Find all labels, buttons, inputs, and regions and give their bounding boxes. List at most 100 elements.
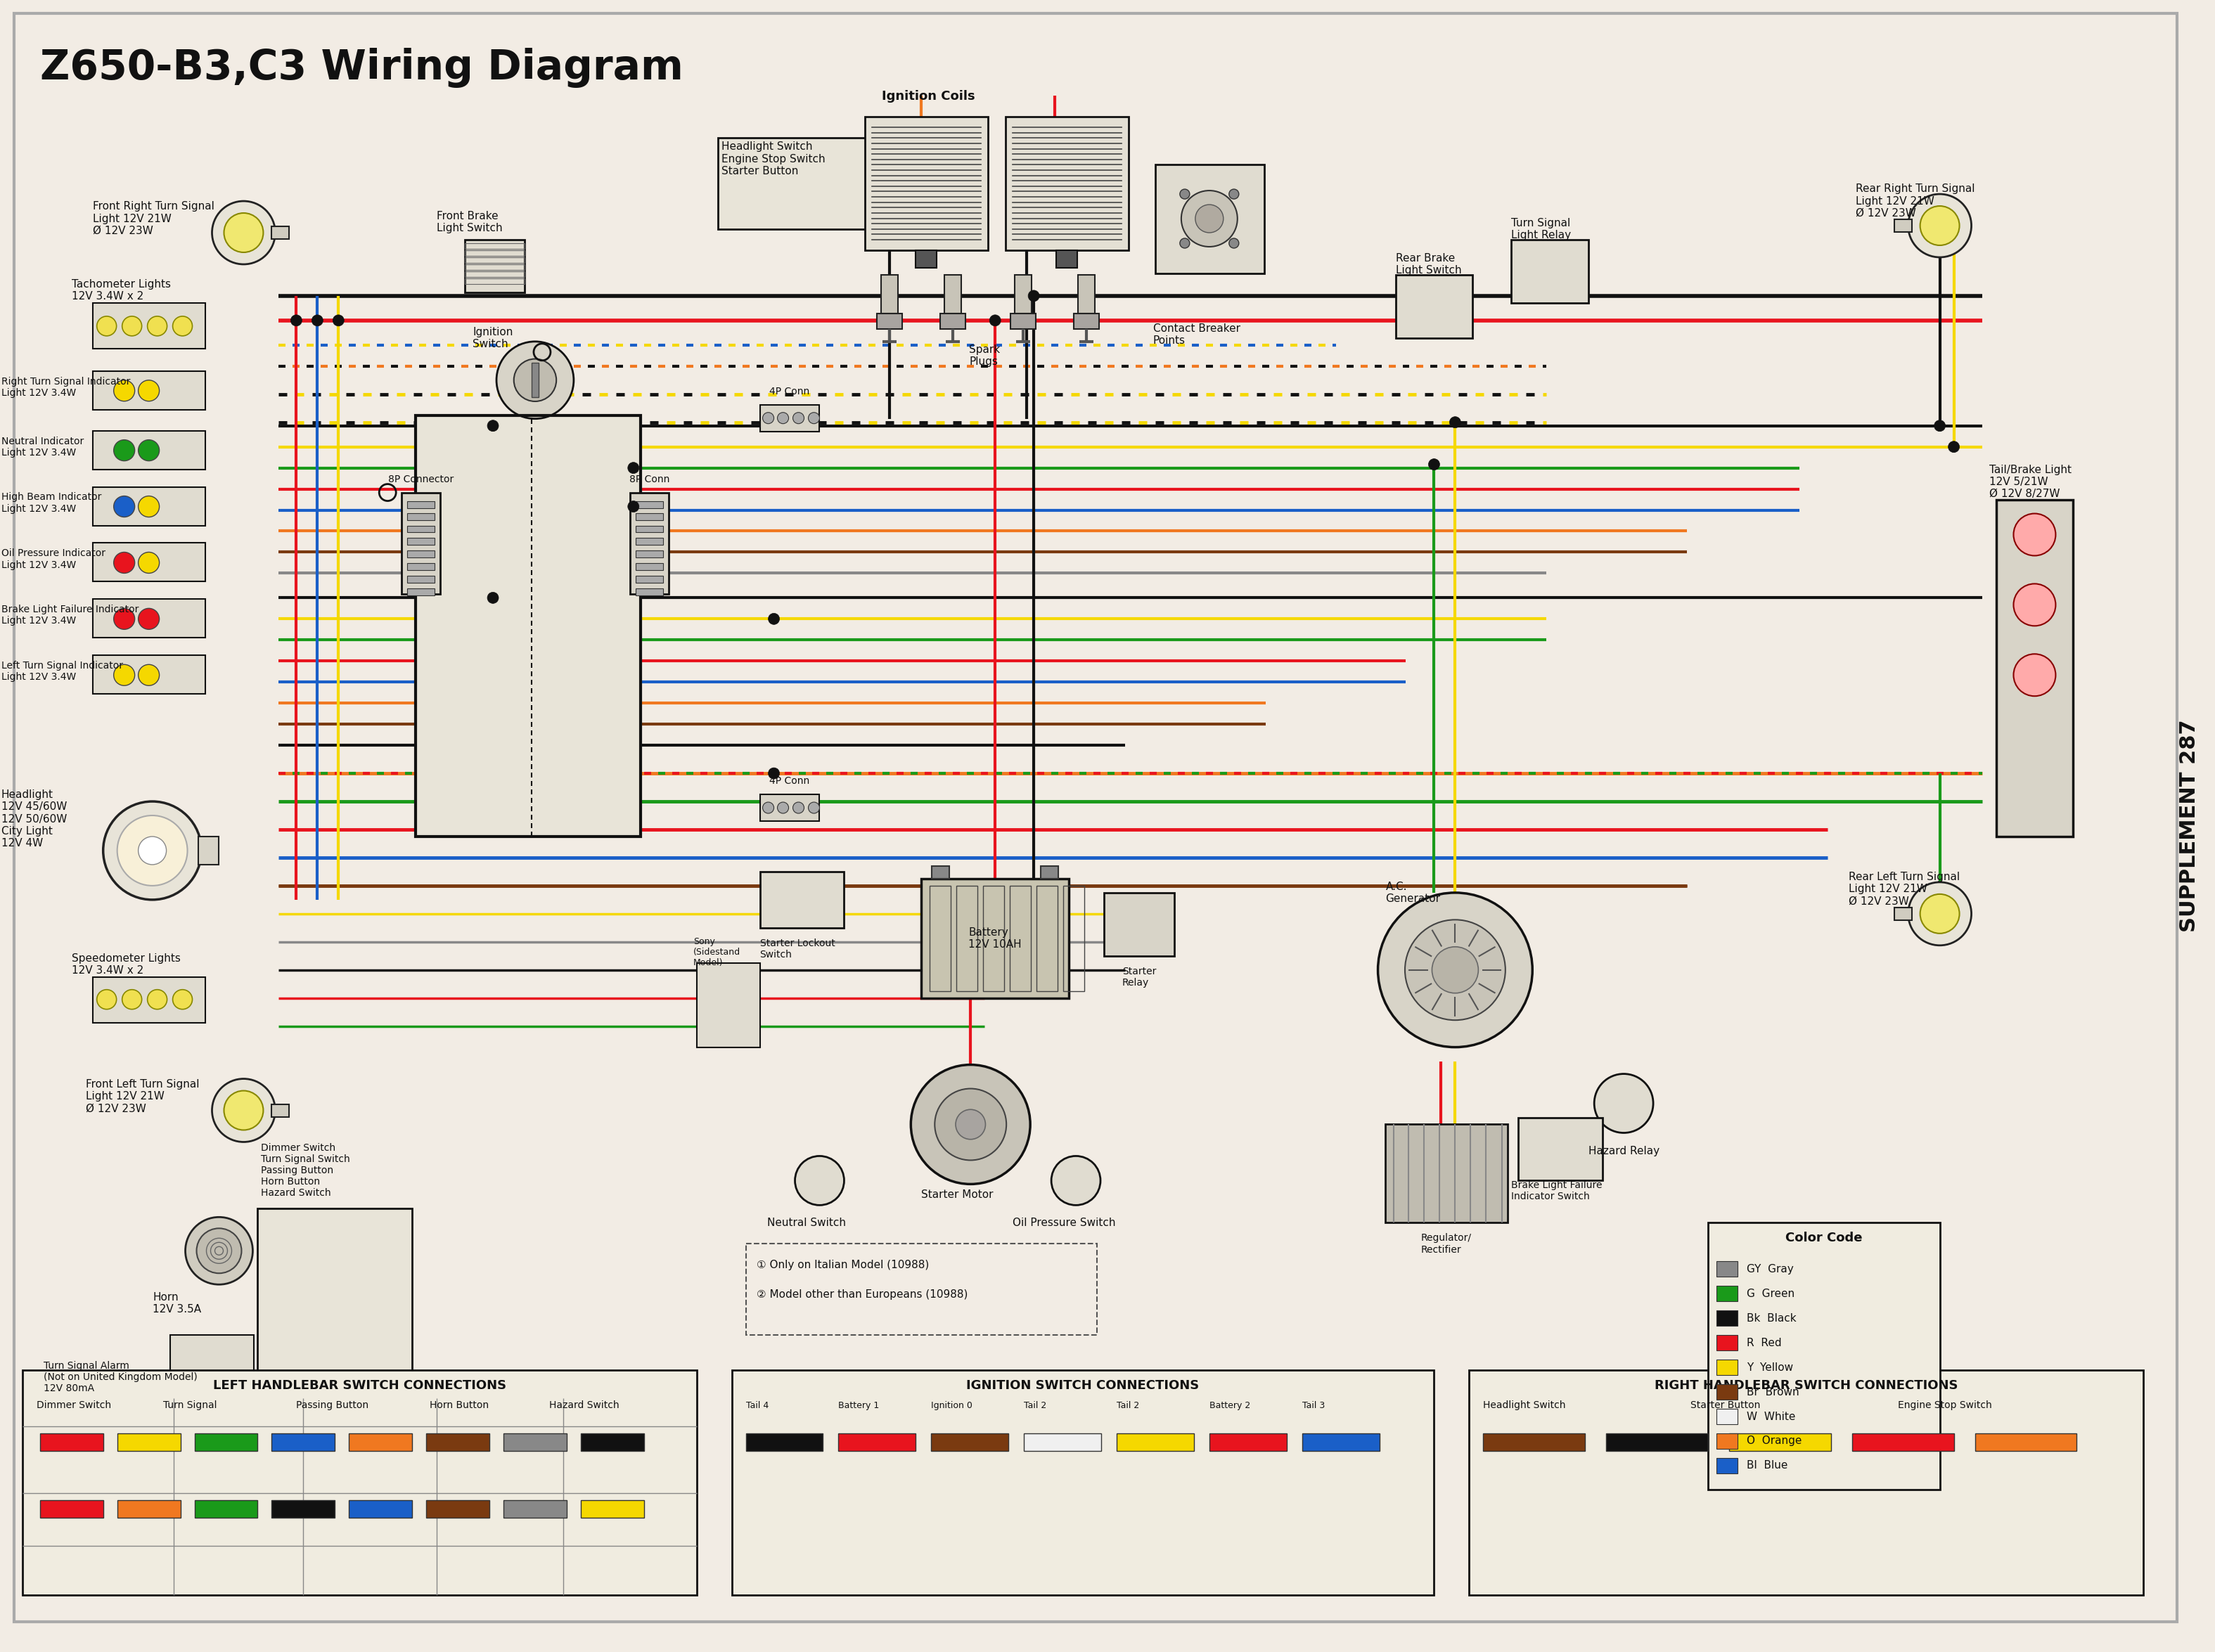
Circle shape xyxy=(1920,206,1960,246)
Circle shape xyxy=(1052,1156,1101,1206)
Circle shape xyxy=(777,413,789,423)
Bar xyxy=(941,314,966,329)
Bar xyxy=(930,1434,1008,1450)
Text: Oil Pressure Switch: Oil Pressure Switch xyxy=(1012,1218,1116,1227)
Bar xyxy=(408,550,434,558)
Bar xyxy=(746,1244,1096,1335)
Circle shape xyxy=(97,990,117,1009)
Circle shape xyxy=(1229,238,1238,248)
Text: G  Green: G Green xyxy=(1748,1289,1794,1298)
Circle shape xyxy=(627,463,640,474)
Text: Tail 3: Tail 3 xyxy=(1302,1401,1325,1409)
Text: Brake Light Failure Indicator
Light 12V 3.4W: Brake Light Failure Indicator Light 12V … xyxy=(2,605,140,626)
Bar xyxy=(580,1500,645,1518)
Bar xyxy=(629,492,669,595)
Bar xyxy=(1894,907,1912,920)
Bar xyxy=(408,577,434,583)
Bar xyxy=(195,1500,257,1518)
Bar xyxy=(1730,1434,1832,1450)
Circle shape xyxy=(1907,882,1971,945)
Text: SUPPLEMENT 287: SUPPLEMENT 287 xyxy=(2180,720,2199,932)
Text: Battery
12V 10AH: Battery 12V 10AH xyxy=(968,927,1021,950)
Bar xyxy=(636,577,662,583)
Bar xyxy=(408,501,434,507)
Bar xyxy=(915,249,937,268)
Bar xyxy=(1717,1360,1737,1374)
Text: Spark
Plugs: Spark Plugs xyxy=(970,344,1001,367)
Text: RIGHT HANDLEBAR SWITCH CONNECTIONS: RIGHT HANDLEBAR SWITCH CONNECTIONS xyxy=(1655,1379,1958,1393)
Text: 4P Conn: 4P Conn xyxy=(769,387,811,396)
Bar xyxy=(636,525,662,532)
Text: Turn Signal: Turn Signal xyxy=(164,1401,217,1411)
Text: Bk  Black: Bk Black xyxy=(1748,1313,1796,1323)
Bar xyxy=(1023,1434,1101,1450)
Text: Tail 2: Tail 2 xyxy=(1023,1401,1048,1409)
Bar xyxy=(636,512,662,520)
Circle shape xyxy=(137,439,159,461)
Circle shape xyxy=(224,1090,264,1130)
Circle shape xyxy=(137,836,166,864)
Circle shape xyxy=(2013,654,2056,695)
Text: ② Model other than Europeans (10988): ② Model other than Europeans (10988) xyxy=(755,1289,968,1300)
Circle shape xyxy=(793,413,804,423)
Circle shape xyxy=(1907,193,1971,258)
Circle shape xyxy=(113,552,135,573)
Circle shape xyxy=(1949,441,1960,453)
Circle shape xyxy=(137,496,159,517)
Circle shape xyxy=(487,591,498,603)
Bar xyxy=(93,302,206,349)
Text: Headlight Switch: Headlight Switch xyxy=(1484,1401,1566,1411)
Bar xyxy=(272,1434,334,1450)
Text: GY  Gray: GY Gray xyxy=(1748,1264,1794,1274)
Bar xyxy=(1014,274,1032,314)
Bar xyxy=(1010,314,1037,329)
Circle shape xyxy=(332,316,343,325)
Text: Dimmer Switch
Turn Signal Switch
Passing Button
Horn Button
Hazard Switch: Dimmer Switch Turn Signal Switch Passing… xyxy=(261,1143,350,1198)
Bar xyxy=(1976,1434,2078,1450)
Text: 8P Conn: 8P Conn xyxy=(629,474,669,484)
Circle shape xyxy=(1449,416,1460,428)
Circle shape xyxy=(148,316,166,335)
Text: Hazard Switch: Hazard Switch xyxy=(549,1401,620,1411)
Text: Neutral Indicator
Light 12V 3.4W: Neutral Indicator Light 12V 3.4W xyxy=(2,436,84,458)
Bar xyxy=(93,544,206,582)
Circle shape xyxy=(1181,188,1189,198)
Bar xyxy=(1302,1434,1380,1450)
Bar xyxy=(171,1335,255,1398)
Text: Turn Signal
Light Relay: Turn Signal Light Relay xyxy=(1511,218,1570,241)
Bar xyxy=(40,1434,104,1450)
Circle shape xyxy=(1196,205,1223,233)
Text: Dimmer Switch: Dimmer Switch xyxy=(35,1401,111,1411)
Bar xyxy=(866,117,988,249)
Bar xyxy=(1717,1335,1737,1350)
Circle shape xyxy=(173,316,193,335)
Bar xyxy=(503,1500,567,1518)
Text: Front Right Turn Signal
Light 12V 21W
Ø 12V 23W: Front Right Turn Signal Light 12V 21W Ø … xyxy=(93,202,215,236)
Bar xyxy=(1156,165,1265,274)
Text: Headlight
12V 45/60W
12V 50/60W
City Light
12V 4W: Headlight 12V 45/60W 12V 50/60W City Lig… xyxy=(2,790,66,849)
Bar xyxy=(636,588,662,596)
Circle shape xyxy=(224,213,264,253)
Text: Rear Brake
Light Switch: Rear Brake Light Switch xyxy=(1395,253,1462,276)
Bar xyxy=(1484,1434,1586,1450)
Circle shape xyxy=(955,1110,986,1140)
Bar xyxy=(1209,1434,1287,1450)
Bar xyxy=(731,1370,1433,1594)
Circle shape xyxy=(186,1218,253,1285)
Bar xyxy=(1852,1434,1954,1450)
Bar xyxy=(1010,885,1030,991)
Circle shape xyxy=(496,342,574,418)
Text: Neutral Switch: Neutral Switch xyxy=(766,1218,846,1227)
Circle shape xyxy=(104,801,202,900)
Bar xyxy=(117,1500,179,1518)
Bar xyxy=(408,539,434,545)
Text: Front Left Turn Signal
Light 12V 21W
Ø 12V 23W: Front Left Turn Signal Light 12V 21W Ø 1… xyxy=(86,1079,199,1113)
Bar xyxy=(839,1434,915,1450)
Text: Brake Light Failure
Indicator Switch: Brake Light Failure Indicator Switch xyxy=(1511,1181,1601,1201)
Text: LEFT HANDLEBAR SWITCH CONNECTIONS: LEFT HANDLEBAR SWITCH CONNECTIONS xyxy=(213,1379,507,1393)
Bar xyxy=(1517,1117,1604,1181)
Circle shape xyxy=(137,608,159,629)
Text: Left Turn Signal Indicator
Light 12V 3.4W: Left Turn Signal Indicator Light 12V 3.4… xyxy=(2,661,124,682)
Bar xyxy=(425,1500,490,1518)
Circle shape xyxy=(122,316,142,335)
